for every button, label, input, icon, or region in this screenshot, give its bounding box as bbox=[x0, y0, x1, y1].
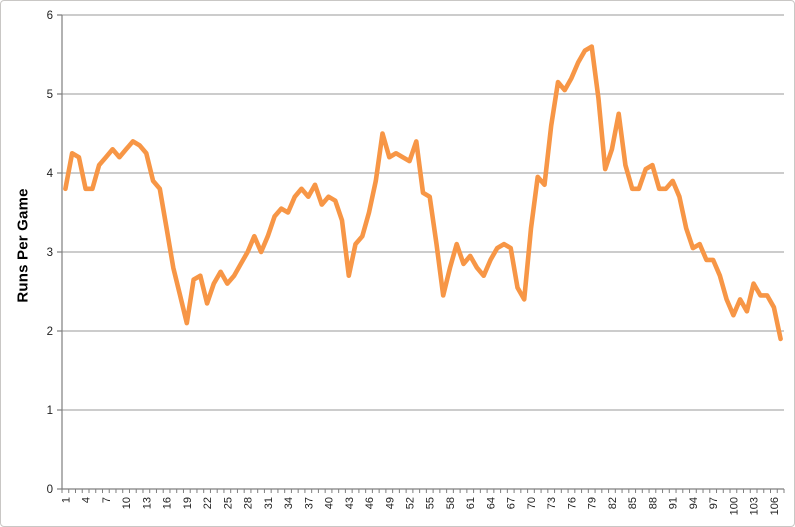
x-tick-label: 64 bbox=[485, 497, 497, 509]
x-tick-label: 1 bbox=[60, 497, 72, 503]
y-tick-label: 3 bbox=[47, 247, 53, 259]
series-line bbox=[63, 44, 783, 342]
x-tick-label: 13 bbox=[141, 497, 153, 509]
x-tick-label: 97 bbox=[708, 497, 720, 509]
x-tick-label: 16 bbox=[162, 497, 174, 509]
x-tick-label: 31 bbox=[263, 497, 275, 509]
x-tick-label: 25 bbox=[222, 497, 234, 509]
x-tick-label: 73 bbox=[546, 497, 558, 509]
x-tick-label: 4 bbox=[81, 497, 93, 503]
y-tick-label: 5 bbox=[47, 89, 53, 101]
x-tick-label: 55 bbox=[425, 497, 437, 509]
y-tick-label: 6 bbox=[47, 10, 53, 22]
y-tick-label: 4 bbox=[47, 168, 54, 180]
x-tick-label: 79 bbox=[587, 497, 599, 509]
x-tick-label: 88 bbox=[647, 497, 659, 509]
x-tick-label: 10 bbox=[121, 497, 133, 509]
x-tick-label: 91 bbox=[668, 497, 680, 509]
x-tick-label: 19 bbox=[182, 497, 194, 509]
x-tick-label: 85 bbox=[627, 497, 639, 509]
x-tick-label: 94 bbox=[688, 497, 700, 509]
x-tick-label: 52 bbox=[405, 497, 417, 509]
x-tick-label: 40 bbox=[324, 497, 336, 509]
x-tick-label: 103 bbox=[749, 497, 761, 515]
y-tick-label: 2 bbox=[47, 326, 53, 338]
x-tick-label: 46 bbox=[364, 497, 376, 509]
x-tick-label: 34 bbox=[283, 497, 295, 509]
x-tick-label: 7 bbox=[101, 497, 113, 503]
y-tick-label: 0 bbox=[47, 484, 53, 496]
x-tick-label: 100 bbox=[728, 497, 740, 515]
x-tick-label: 106 bbox=[769, 497, 781, 515]
x-tick-label: 70 bbox=[526, 497, 538, 509]
x-tick-label: 58 bbox=[445, 497, 457, 509]
y-tick-label: 1 bbox=[47, 405, 53, 417]
x-tick-label: 61 bbox=[465, 497, 477, 509]
x-tick-label: 67 bbox=[506, 497, 518, 509]
x-tick-label: 82 bbox=[607, 497, 619, 509]
x-tick-label: 28 bbox=[243, 497, 255, 509]
x-tick-label: 22 bbox=[202, 497, 214, 509]
x-tick-label: 43 bbox=[344, 497, 356, 509]
x-tick-label: 76 bbox=[566, 497, 578, 509]
x-tick-label: 37 bbox=[303, 497, 315, 509]
x-tick-label: 49 bbox=[384, 497, 396, 509]
